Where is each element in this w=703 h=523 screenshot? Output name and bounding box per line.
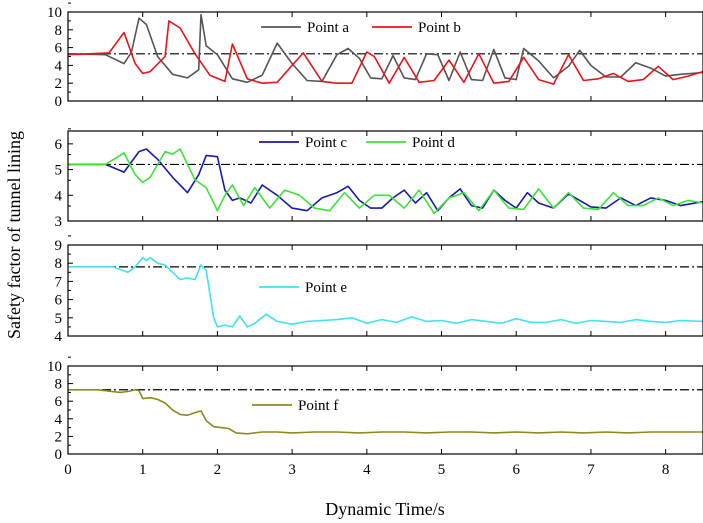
x-tick-label: 6	[512, 462, 520, 478]
x-axis-title: Dynamic Time/s	[325, 499, 445, 519]
y-tick-label: 10	[47, 5, 62, 21]
legend-label: Point f	[298, 398, 338, 414]
y-tick-label: 7	[55, 274, 63, 290]
y-tick-label: 2	[55, 76, 63, 92]
x-tick-label: 7	[587, 462, 595, 478]
x-tick-label: 8	[662, 462, 670, 478]
legend-label: Point c	[305, 135, 347, 151]
y-tick-label: 8	[55, 256, 63, 272]
panel-4: 0 24 68 10 Point f	[47, 356, 703, 463]
y-tick-label: 4	[55, 412, 63, 428]
y-tick-label: 0	[55, 94, 63, 110]
y-tick-label: 4	[55, 329, 63, 345]
x-tick-label: 0	[64, 462, 72, 478]
y-tick-label: 8	[55, 377, 63, 393]
x-tick-label: 2	[214, 462, 222, 478]
y-tick-label: 10	[47, 359, 62, 375]
series-line-point-d	[68, 148, 703, 215]
y-tick-label: 2	[55, 429, 63, 445]
panel-frame	[67, 11, 703, 102]
y-tick-label: 5	[55, 311, 63, 327]
legend-label: Point d	[412, 135, 455, 151]
series-line-point-f	[68, 389, 703, 435]
panel-3: 4 5 6 7 8 9 Point e	[55, 235, 703, 345]
y-tick-label: 8	[55, 23, 63, 39]
y-tick-label: 6	[55, 41, 63, 57]
y-axis-title: Safety factor of tunnel lining	[4, 131, 24, 339]
x-tick-label: 1	[139, 462, 147, 478]
legend-label: Point e	[305, 280, 347, 296]
y-tick-label: 4	[55, 58, 63, 74]
series-line-point-c	[68, 148, 703, 212]
panel-frame	[67, 365, 703, 455]
y-tick-label: 6	[55, 394, 63, 410]
y-tick-label: 5	[55, 163, 63, 179]
x-axis-ticks: 0 1 2 3 4 5 6 7 8	[64, 462, 669, 478]
y-tick-label: 0	[55, 447, 63, 463]
series-line-point-b	[67, 20, 703, 85]
y-tick-label: 6	[55, 137, 63, 153]
x-tick-label: 3	[288, 462, 296, 478]
legend-label: Point b	[418, 20, 461, 36]
legend-label: Point a	[307, 20, 349, 36]
y-tick-label: 9	[55, 238, 63, 254]
series-line-point-e	[68, 256, 703, 328]
y-tick-label: 3	[55, 214, 63, 230]
panel-frame	[67, 244, 703, 337]
panel-1: 0 2 46 8 10 Point a Point b	[47, 2, 703, 110]
panel-2: 3 4 5 6 Point c Point d	[55, 128, 703, 230]
panel-frame	[67, 130, 703, 222]
x-tick-label: 5	[438, 462, 446, 478]
x-tick-label: 4	[363, 462, 371, 478]
y-tick-label: 4	[55, 188, 63, 204]
y-tick-label: 6	[55, 293, 63, 309]
series-line-point-a	[67, 13, 703, 84]
